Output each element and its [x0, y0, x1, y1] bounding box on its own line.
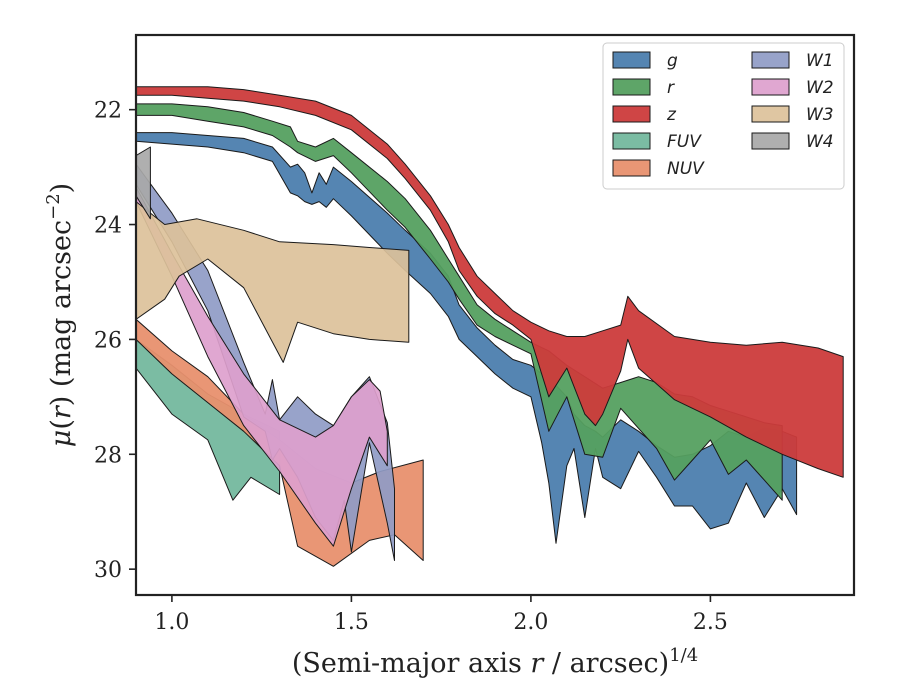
legend-label-w1: W1	[806, 51, 834, 71]
x-tick-label: 1.5	[334, 610, 369, 635]
y-tick-label: 30	[94, 558, 122, 583]
legend-swatch-nuv	[612, 159, 651, 177]
band-w4	[136, 146, 151, 220]
band-w3	[136, 201, 410, 363]
legend-swatch-w2	[751, 78, 790, 96]
legend-swatch-g	[612, 51, 651, 69]
legend-swatch-z	[612, 105, 651, 123]
legend-swatch-fuv	[612, 132, 651, 150]
legend: grz FUV NUV W1 W2 W3 W4	[602, 42, 845, 190]
legend-label-r: r	[667, 78, 675, 98]
legend-swatch-r	[612, 78, 651, 96]
legend-swatch-w1	[751, 51, 790, 69]
band-w2	[136, 186, 388, 547]
plot-frame	[134, 33, 856, 597]
legend-label-w4: W4	[806, 132, 834, 152]
legend-label-w3: W3	[806, 105, 834, 125]
y-tick-label: 24	[94, 214, 122, 239]
legend-label-g: g	[667, 51, 678, 71]
profile-bands	[136, 86, 844, 567]
y-tick-label: 28	[94, 443, 122, 468]
x-tick-label: 1.0	[154, 610, 189, 635]
legend-label-nuv: NUV	[667, 159, 705, 179]
band-g	[136, 132, 798, 544]
legend-swatch-w4	[751, 132, 790, 150]
axis-ticks: 1.0 1.5 2.0 2.5 22 24 26 28 30	[94, 99, 728, 635]
band-z	[136, 86, 844, 478]
x-tick-label: 2.0	[513, 610, 548, 635]
legend-label-fuv: FUV	[667, 132, 702, 152]
legend-swatch-w3	[751, 105, 790, 123]
y-tick-label: 22	[94, 99, 122, 124]
x-axis-label: (Semi-major axis r / arcsec)1/4	[292, 645, 698, 679]
band-r	[136, 103, 783, 501]
y-axis-label: μ(r) (mag arcsec−2)	[43, 183, 77, 447]
x-tick-label: 2.5	[693, 610, 728, 635]
legend-label-z: z	[666, 105, 677, 125]
legend-label-w2: W2	[806, 78, 834, 98]
y-tick-label: 26	[94, 328, 122, 353]
